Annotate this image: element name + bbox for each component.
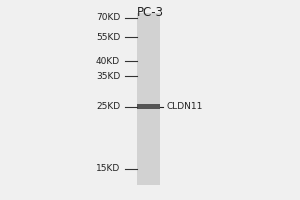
Text: 25KD: 25KD: [96, 102, 120, 111]
Text: 55KD: 55KD: [96, 33, 120, 42]
Text: CLDN11: CLDN11: [167, 102, 203, 111]
Bar: [136, 13, 160, 185]
Text: 40KD: 40KD: [96, 57, 120, 66]
Text: 15KD: 15KD: [96, 164, 120, 173]
Text: 70KD: 70KD: [96, 13, 120, 22]
Text: 35KD: 35KD: [96, 72, 120, 81]
Text: PC-3: PC-3: [136, 6, 164, 19]
Bar: [136, 104, 160, 109]
